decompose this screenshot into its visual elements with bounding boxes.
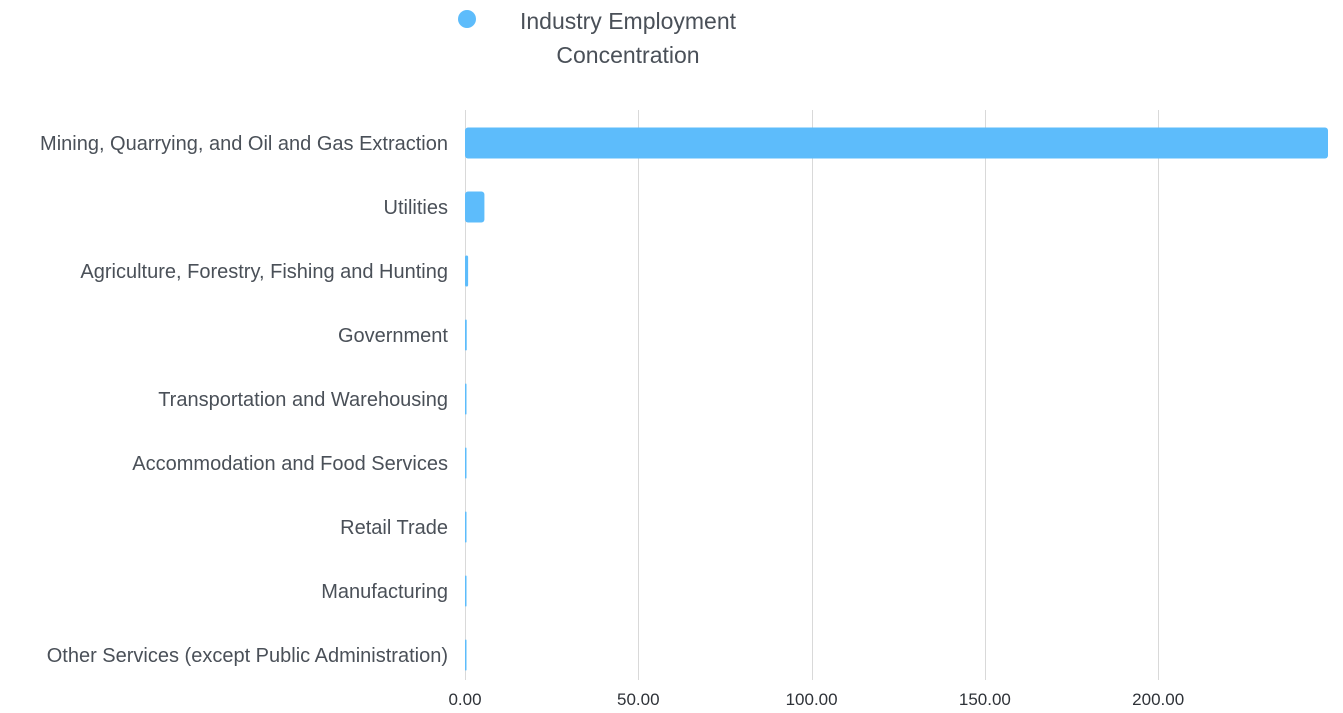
legend-series-icon [458,10,476,28]
bar[interactable] [465,575,467,607]
category-label: Retail Trade [340,517,448,539]
category-label: Agriculture, Forestry, Fishing and Hunti… [80,261,448,283]
category-label: Utilities [384,197,448,219]
bar[interactable] [465,447,467,479]
bar[interactable] [465,319,467,351]
category-label: Other Services (except Public Administra… [47,645,448,667]
category-label: Transportation and Warehousing [158,389,448,411]
bar[interactable] [465,255,469,287]
x-tick-label: 0.00 [448,690,481,709]
x-tick-label: 50.00 [617,690,660,709]
category-label: Accommodation and Food Services [132,453,448,475]
x-tick-label: 100.00 [786,690,838,709]
category-label: Mining, Quarrying, and Oil and Gas Extra… [40,133,448,155]
bar[interactable] [465,383,467,415]
bar[interactable] [465,127,1328,159]
x-tick-label: 200.00 [1132,690,1184,709]
category-label: Government [338,325,448,347]
chart-legend[interactable]: Industry Employment Concentration [458,4,768,72]
bar[interactable] [465,511,467,543]
bar[interactable] [465,639,467,671]
x-tick-label: 150.00 [959,690,1011,709]
bar[interactable] [465,191,485,223]
legend-series-label: Industry Employment Concentration [519,8,737,68]
category-label: Manufacturing [321,581,448,603]
